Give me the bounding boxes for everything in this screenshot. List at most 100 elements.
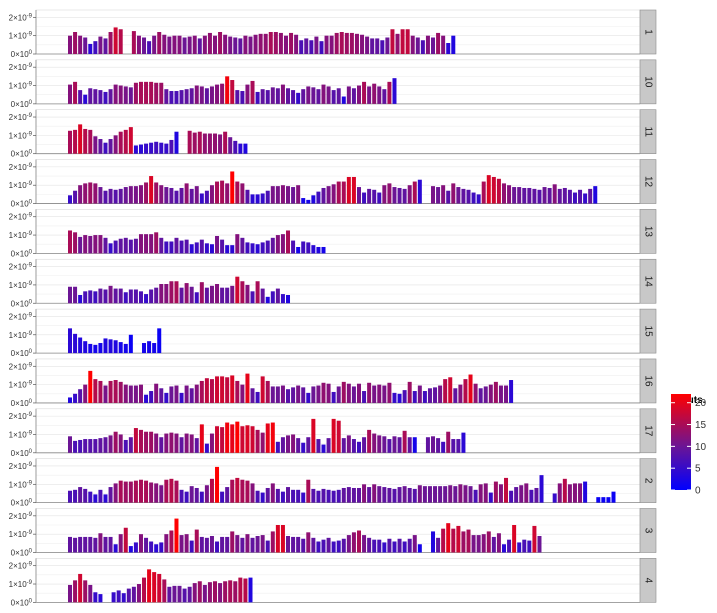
bar [517, 187, 522, 204]
bar [476, 535, 481, 553]
bar [588, 188, 593, 204]
bar [235, 234, 240, 254]
bar [126, 588, 131, 603]
bar [220, 180, 225, 204]
bar [199, 380, 204, 403]
bar [417, 485, 422, 503]
bar [123, 439, 128, 453]
bar [362, 484, 367, 503]
bar [164, 479, 169, 503]
bar [291, 187, 296, 204]
bar [167, 586, 172, 603]
bar [199, 536, 204, 553]
bar [311, 245, 316, 254]
y-tick-mantissa: 1 [9, 231, 14, 240]
bar [243, 35, 248, 54]
facet-strip-label: 2 [643, 478, 654, 484]
bar [311, 195, 316, 204]
bar [412, 535, 417, 553]
bar [167, 36, 172, 54]
y-tick-label: 1×10-9 [9, 530, 33, 539]
bar [118, 434, 123, 453]
bar [68, 230, 72, 254]
bar [390, 29, 395, 54]
bar [240, 237, 245, 254]
bar [392, 488, 397, 503]
bar [572, 483, 577, 503]
bar [138, 429, 143, 453]
bar [149, 482, 154, 503]
y-tick-base: ×10 [13, 82, 27, 91]
bar [93, 439, 98, 453]
y-tick-exponent: 0 [29, 150, 33, 156]
bar [154, 544, 159, 553]
bar [316, 246, 321, 254]
bar [88, 584, 93, 603]
bar [392, 392, 397, 403]
facet-strip-label: 13 [643, 226, 654, 238]
bar [326, 186, 331, 204]
bar [169, 139, 174, 154]
bar [405, 29, 410, 54]
facet-strip-label: 3 [643, 528, 654, 534]
bar [466, 529, 471, 553]
bar [128, 546, 133, 553]
bar [83, 94, 88, 104]
y-tick-mantissa: 2 [9, 163, 14, 172]
bar [336, 386, 341, 403]
bar [286, 487, 291, 503]
bar [260, 193, 265, 204]
bar [235, 380, 240, 403]
y-tick-base: ×10 [15, 449, 29, 458]
y-tick-label: 2×10-9 [9, 113, 33, 122]
bar [233, 37, 238, 54]
bar [98, 187, 103, 204]
bar [68, 328, 72, 354]
bar [387, 382, 392, 403]
bar [103, 38, 108, 54]
bar [291, 387, 296, 403]
bar [78, 389, 83, 403]
facet-strip [639, 308, 657, 354]
bar [448, 377, 453, 403]
bar [377, 384, 382, 403]
bar [512, 525, 517, 553]
bar [481, 181, 486, 204]
bar [187, 130, 192, 154]
bar [341, 181, 346, 204]
bar [486, 175, 491, 204]
bar [174, 91, 179, 104]
bar [296, 246, 301, 254]
bar [108, 380, 113, 403]
bar [468, 486, 473, 503]
bar [182, 588, 187, 603]
bar [265, 423, 270, 453]
y-tick-base: ×10 [15, 349, 29, 358]
y-tick-mantissa: 0 [11, 50, 16, 59]
bar [240, 479, 245, 503]
bar [128, 186, 133, 204]
bar [260, 242, 265, 254]
bar [377, 86, 382, 104]
bar [250, 537, 255, 553]
bar [606, 497, 611, 503]
bar [316, 385, 321, 403]
bar [532, 188, 537, 204]
bar [73, 489, 78, 503]
bar [483, 386, 488, 403]
bar [240, 91, 245, 104]
bar [372, 189, 377, 204]
bar [275, 488, 280, 503]
bar [260, 376, 265, 403]
bar [204, 485, 209, 503]
bar [294, 34, 299, 54]
bar [197, 38, 202, 54]
bar [194, 85, 199, 104]
bar [461, 531, 466, 553]
bar [539, 475, 544, 503]
bar [286, 536, 291, 553]
bar [370, 38, 375, 54]
y-tick-label: 2×10-9 [9, 213, 33, 222]
bar [169, 478, 174, 503]
bar [103, 536, 108, 553]
